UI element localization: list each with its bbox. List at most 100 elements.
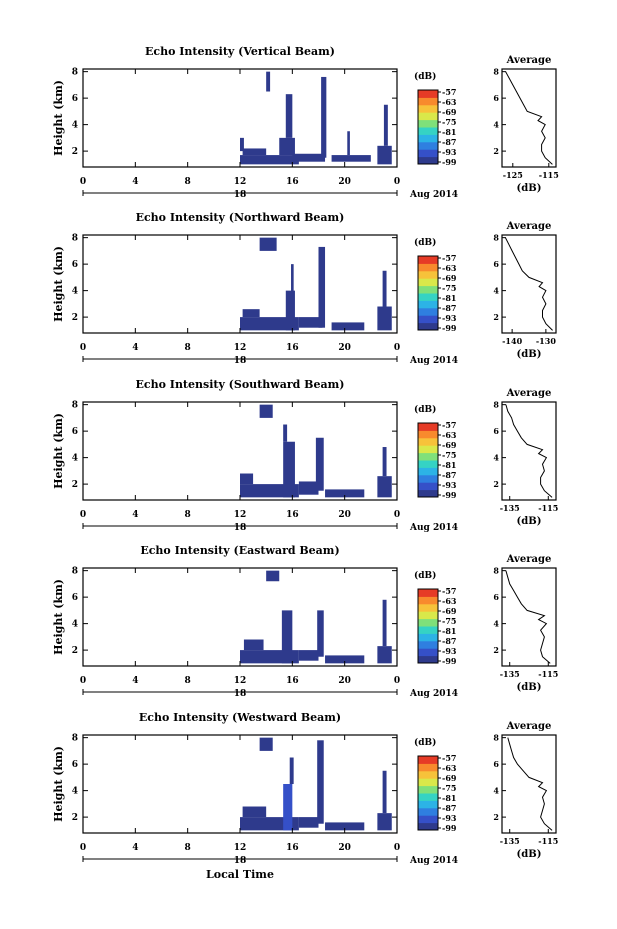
heatmap-cell [291,264,294,304]
colorbar-tick-label: -87 [442,636,456,646]
colorbar-segment [418,482,438,491]
colorbar-segment [418,97,438,106]
colorbar-segment [418,315,438,324]
heatmap-cell [240,155,299,165]
heatmap-cell [321,76,327,158]
y-tick-label: 4 [72,454,78,464]
avg-x-label: (dB) [517,682,542,693]
avg-frame [501,734,557,834]
avg-y-tick-label: 4 [493,619,499,629]
date-label: 18 [234,190,247,200]
x-tick-label: 0 [80,343,86,353]
x-tick-label: 4 [132,343,138,353]
x-tick-label: 0 [394,510,400,520]
y-tick-label: 4 [72,787,78,797]
colorbar-label: (dB) [414,237,436,248]
colorbar-tick-label: -63 [442,97,457,107]
colorbar-tick-label: -75 [442,616,456,626]
heatmap-cell [347,131,350,156]
x-tick-label: 0 [80,843,86,853]
colorbar-segment [418,807,438,816]
y-tick-label: 8 [72,734,78,744]
y-axis-label: Height (km) [52,579,65,655]
colorbar-tick-label: -81 [442,293,456,303]
heatmap-cell [318,246,326,328]
avg-x-label: (dB) [517,349,542,360]
heatmap-cell [325,489,365,498]
colorbar-segment [418,618,438,627]
x-tick-label: 20 [338,676,351,686]
colorbar-frame [417,755,439,831]
date-suffix: Aug 2014 [409,689,458,699]
colorbar-segment [418,256,438,264]
colorbar-tick-label: -69 [442,606,457,616]
colorbar-segment [418,770,438,779]
heatmap-cell [285,94,293,138]
colorbar-tick-label: -57 [442,586,456,596]
colorbar-tick-label: -57 [442,87,456,97]
heatmap-cell [377,476,392,498]
avg-y-tick-label: 6 [493,93,499,103]
avg-y-tick-label: 4 [493,286,499,296]
colorbar-segment [418,445,438,454]
x-tick-label: 8 [185,343,191,353]
avg-y-tick-label: 2 [493,146,499,156]
heatmap-cell [377,646,392,664]
avg-y-tick-label: 6 [493,426,499,436]
date-suffix: Aug 2014 [409,856,458,866]
y-tick-label: 2 [72,313,78,323]
avg-y-tick-label: 8 [493,67,499,77]
date-suffix: Aug 2014 [409,356,458,366]
heatmap-cell [298,317,323,328]
heatmap-cell [281,610,293,664]
colorbar-frame [417,89,439,165]
date-label: 18 [234,356,247,366]
colorbar-segment [418,648,438,657]
colorbar-tick-label: -93 [442,646,457,656]
y-tick-label: 4 [72,620,78,630]
heatmap-cell [377,813,392,831]
panel-title: Echo Intensity (Northward Beam) [136,211,345,224]
avg-x-tick-label: -125 [503,170,523,180]
x-tick-label: 20 [338,177,351,187]
y-axis-label: Height (km) [52,746,65,822]
heatmap-cell [285,290,295,331]
colorbar-segment [418,800,438,809]
y-tick-label: 2 [72,646,78,656]
colorbar-segment [418,633,438,642]
colorbar-tick-label: -81 [442,460,456,470]
colorbar-tick-label: -87 [442,803,456,813]
colorbar-segment [418,127,438,135]
avg-profile-line [505,404,553,498]
colorbar-tick-label: -57 [442,253,456,263]
colorbar-tick-label: -93 [442,313,457,323]
colorbar-segment [418,307,438,316]
avg-title: Average [506,388,552,399]
colorbar-segment [418,467,438,476]
y-tick-label: 6 [72,760,78,770]
colorbar-segment [418,149,438,158]
colorbar-label: (dB) [414,737,436,748]
avg-y-tick-label: 2 [493,312,499,322]
x-tick-label: 0 [80,177,86,187]
heatmap-cell [259,737,273,751]
x-tick-label: 8 [185,676,191,686]
colorbar-segment [418,437,438,446]
colorbar-tick-label: -87 [442,470,456,480]
colorbar-tick-label: -69 [442,440,457,450]
colorbar-label: (dB) [414,404,436,415]
heatmap-cell [377,145,392,165]
colorbar-tick-label: -93 [442,480,457,490]
heatmap-cell [266,71,271,92]
x-tick-label: 16 [286,843,299,853]
avg-frame [501,68,557,168]
avg-x-tick-label: -115 [538,836,558,846]
colorbar-frame [417,255,439,331]
x-tick-label: 12 [234,343,247,353]
colorbar-tick-label: -99 [442,823,457,833]
colorbar-segment [418,134,438,143]
colorbar-tick-label: -75 [442,283,456,293]
colorbar-label: (dB) [414,570,436,581]
heatmap-cell [382,447,387,477]
